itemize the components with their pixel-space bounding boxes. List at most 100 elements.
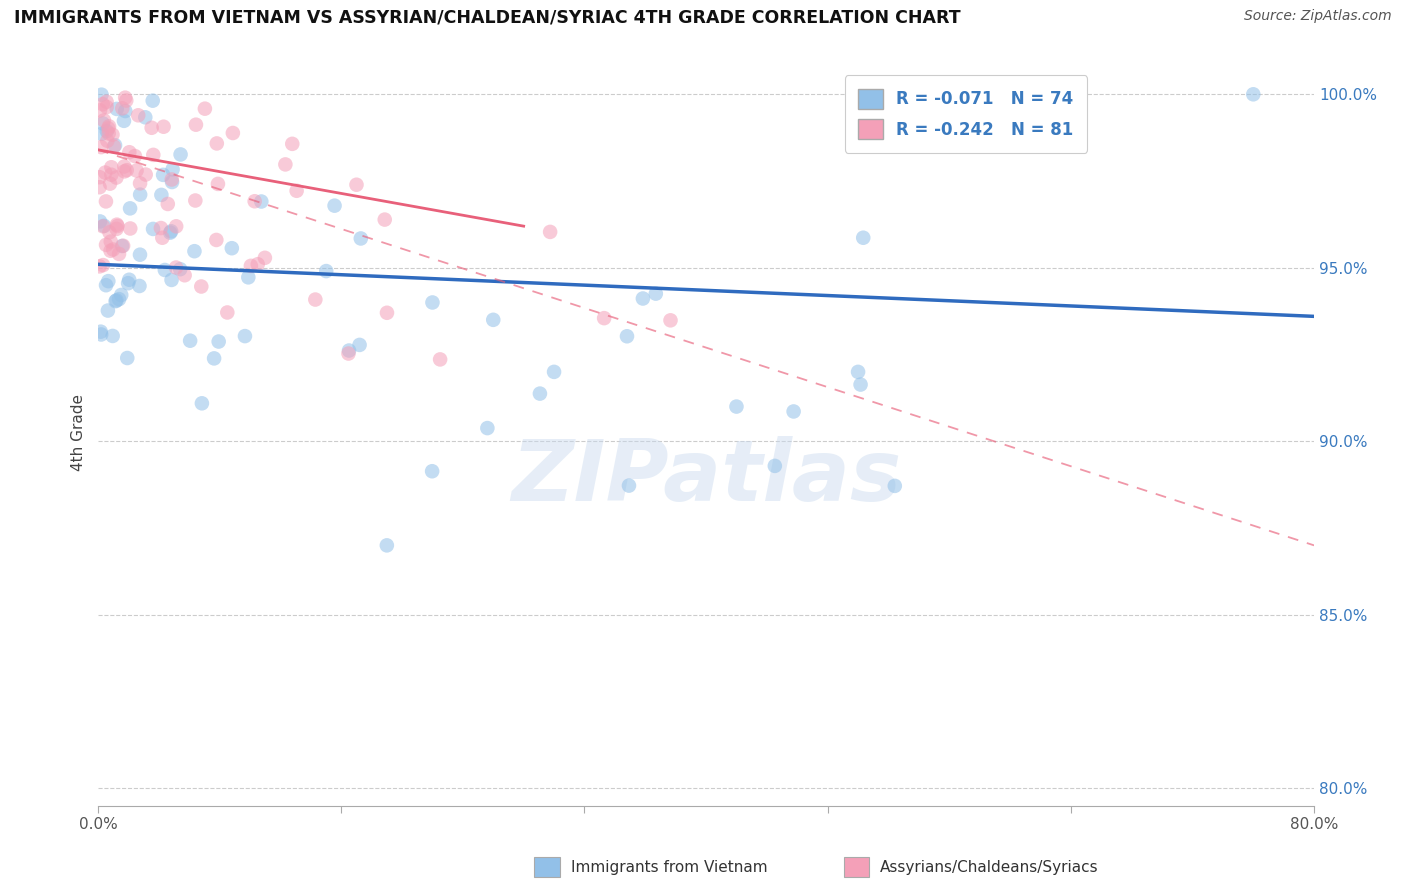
Point: [184, 194, 207, 208]
Point: [205, 136, 228, 151]
Point: [375, 306, 398, 320]
Text: Assyrians/Chaldeans/Syriacs: Assyrians/Chaldeans/Syriacs: [880, 860, 1098, 874]
Point: [117, 276, 139, 290]
Point: [104, 138, 127, 153]
Point: [96, 100, 118, 114]
Point: [100, 161, 122, 175]
Point: [124, 149, 146, 163]
Point: [101, 128, 124, 142]
Point: [118, 273, 141, 287]
Point: [91, 116, 114, 130]
Point: [482, 313, 505, 327]
Point: [152, 120, 174, 134]
Point: [217, 305, 239, 319]
Point: [429, 352, 451, 367]
Point: [190, 279, 212, 293]
Point: [250, 194, 273, 209]
Point: [114, 90, 136, 104]
Text: IMMIGRANTS FROM VIETNAM VS ASSYRIAN/CHALDEAN/SYRIAC 4TH GRADE CORRELATION CHART: IMMIGRANTS FROM VIETNAM VS ASSYRIAN/CHAL…: [14, 9, 960, 27]
Point: [184, 118, 207, 132]
Point: [96, 124, 118, 138]
Point: [350, 231, 373, 245]
Point: [160, 172, 183, 186]
Point: [134, 111, 156, 125]
Point: [543, 365, 565, 379]
Point: [253, 251, 276, 265]
Point: [238, 270, 260, 285]
Point: [725, 400, 748, 414]
Point: [179, 334, 201, 348]
Point: [644, 286, 666, 301]
Point: [346, 178, 368, 192]
Point: [110, 288, 132, 302]
Point: [100, 235, 122, 249]
Point: [538, 225, 561, 239]
Point: [90, 127, 112, 141]
Point: [89, 260, 111, 274]
Point: [207, 177, 229, 191]
Point: [162, 162, 184, 177]
Point: [420, 464, 443, 478]
Point: [150, 231, 173, 245]
Point: [315, 264, 337, 278]
Point: [89, 214, 111, 228]
Point: [169, 147, 191, 161]
Point: [112, 238, 135, 252]
Point: [239, 259, 262, 273]
Point: [631, 292, 654, 306]
Point: [477, 421, 499, 435]
Point: [156, 197, 179, 211]
Point: [97, 121, 120, 136]
Point: [617, 478, 640, 492]
Point: [1241, 87, 1264, 102]
Point: [89, 180, 111, 194]
Point: [304, 293, 326, 307]
Point: [374, 212, 396, 227]
Point: [94, 237, 117, 252]
Point: [202, 351, 225, 366]
Point: [281, 136, 304, 151]
Point: [107, 219, 129, 233]
Point: [593, 311, 616, 326]
Point: [129, 248, 152, 262]
Point: [129, 177, 152, 191]
Point: [96, 134, 118, 148]
Point: [115, 163, 138, 178]
Point: [194, 102, 217, 116]
Point: [128, 279, 150, 293]
Point: [208, 334, 231, 349]
Point: [285, 184, 308, 198]
Point: [89, 170, 111, 185]
Point: [111, 101, 134, 115]
Point: [93, 219, 115, 233]
Point: [112, 113, 135, 128]
Point: [97, 127, 120, 141]
Text: Immigrants from Vietnam: Immigrants from Vietnam: [571, 860, 768, 874]
Point: [105, 218, 128, 232]
Point: [105, 293, 128, 308]
Point: [165, 260, 187, 275]
Point: [142, 94, 165, 108]
Point: [90, 325, 112, 339]
Point: [149, 221, 172, 235]
Point: [165, 219, 187, 234]
Point: [89, 103, 111, 118]
Point: [150, 187, 173, 202]
Point: [98, 225, 121, 239]
Point: [529, 386, 551, 401]
Point: [233, 329, 256, 343]
Point: [129, 187, 152, 202]
Point: [160, 175, 183, 189]
Point: [349, 338, 371, 352]
Point: [114, 164, 136, 178]
Point: [90, 327, 112, 342]
Point: [883, 479, 905, 493]
Point: [173, 268, 195, 283]
Point: [422, 295, 444, 310]
Point: [98, 177, 121, 191]
Point: [125, 163, 148, 178]
Point: [105, 222, 128, 236]
Point: [100, 244, 122, 258]
Point: [160, 224, 183, 238]
Point: [94, 194, 117, 209]
